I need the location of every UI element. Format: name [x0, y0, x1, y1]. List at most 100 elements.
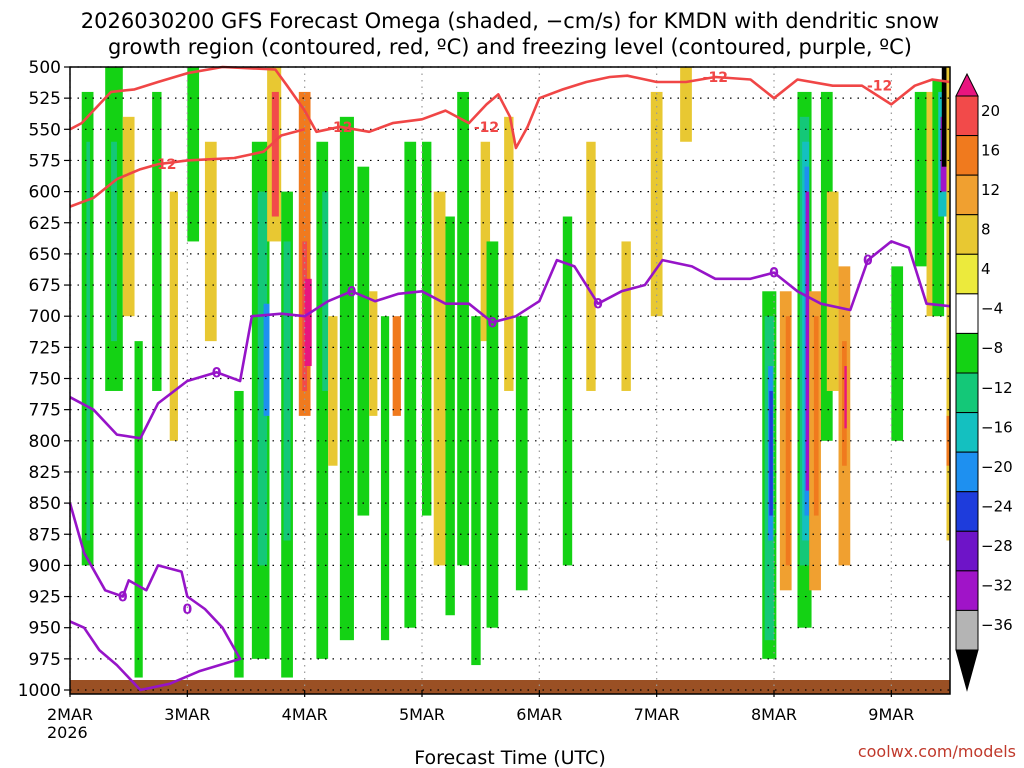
y-tick-label: 750	[29, 370, 61, 390]
colorbar: 20 16 12 8 4 −4 −8 −12 −16 −20 −24 −28 −32 −36	[955, 72, 1013, 692]
contour-line	[69, 128, 306, 208]
y-tick-label: 800	[29, 432, 61, 452]
contour-label: 0	[488, 315, 498, 331]
omega-band	[316, 141, 329, 659]
x-tick-label: 2MAR	[47, 705, 93, 724]
omega-band	[339, 116, 354, 641]
contour-label: -12	[327, 120, 352, 136]
omega-band	[111, 141, 117, 342]
omega-shading	[81, 67, 950, 678]
omega-band	[204, 141, 217, 342]
omega-band	[283, 241, 291, 541]
omega-band	[328, 316, 338, 466]
omega-band	[826, 191, 839, 391]
x-tick-label: 5MAR	[399, 705, 445, 724]
chart-subtitle: growth region (contoured, red, ºC) and f…	[108, 35, 912, 59]
colorbar-label: −4	[981, 300, 1003, 318]
omega-band	[380, 316, 390, 641]
colorbar-swatch	[955, 293, 979, 334]
omega-band	[152, 91, 162, 391]
plot-frame	[69, 66, 951, 695]
colorbar-swatch	[955, 491, 979, 532]
omega-band	[122, 116, 135, 317]
y-tick-label: 775	[29, 401, 61, 421]
colorbar-label: −28	[981, 537, 1013, 555]
omega-band	[257, 191, 268, 566]
colorbar-label: 12	[981, 181, 1000, 199]
contour-label: -12	[151, 157, 176, 173]
y-tick-label: 500	[29, 58, 61, 78]
omega-band	[891, 266, 904, 441]
colorbar-swatch	[955, 174, 979, 216]
omega-band	[813, 316, 819, 516]
ground-strip	[70, 680, 950, 694]
colorbar-swatch	[955, 372, 979, 414]
omega-band	[445, 216, 455, 616]
contour-label: 0	[769, 266, 779, 282]
contour-label: -12	[474, 120, 499, 136]
x-tick-label: 4MAR	[282, 705, 328, 724]
colorbar-label: −20	[981, 458, 1013, 476]
omega-band	[779, 291, 792, 591]
colorbar-label: 8	[981, 221, 991, 239]
contour-line	[68, 502, 242, 692]
omega-band	[471, 316, 481, 666]
colorbar-swatch	[955, 135, 979, 176]
omega-band	[357, 166, 370, 516]
y-tick-label: 850	[29, 494, 61, 514]
y-tick-label: 575	[29, 151, 61, 171]
omega-band	[433, 191, 446, 566]
x-tick-label: 6MAR	[516, 705, 562, 724]
omega-band	[404, 141, 417, 628]
y-tick-label: 1000	[18, 681, 61, 701]
omega-band	[515, 316, 528, 591]
omega-band	[680, 67, 692, 142]
colorbar-swatch	[955, 451, 979, 493]
contours: -12 -12 -12 -12 -12 0 0 0 0 0 0 0 0	[68, 65, 951, 692]
contour-label: 0	[593, 297, 603, 313]
omega-band	[86, 141, 90, 541]
omega-band	[422, 141, 432, 516]
x-tick-label: 7MAR	[634, 705, 680, 724]
omega-band	[562, 216, 573, 566]
colorbar-label: −36	[981, 616, 1013, 634]
contour-label: 0	[347, 284, 357, 300]
colorbar-label: 16	[981, 141, 1000, 159]
x-axis: 2MAR 3MAR 4MAR 5MAR 6MAR 7MAR 8MAR 9MAR	[47, 690, 914, 724]
x-tick-label: 8MAR	[751, 705, 797, 724]
omega-band	[486, 241, 499, 628]
colorbar-label: −16	[981, 418, 1013, 436]
omega-band	[169, 191, 178, 441]
omega-band	[914, 91, 927, 267]
omega-band	[263, 303, 270, 416]
y-tick-label: 625	[29, 214, 61, 234]
colorbar-label: 20	[981, 102, 1000, 120]
omega-band	[322, 191, 329, 391]
colorbar-arrow-top	[955, 72, 979, 97]
omega-band	[480, 141, 491, 342]
credit-label: coolwx.com/models	[858, 742, 1016, 761]
omega-band	[234, 390, 244, 678]
contour-label: -12	[703, 70, 728, 86]
y-tick-label: 900	[29, 556, 61, 576]
omega-band	[304, 278, 312, 367]
contour-label: 0	[212, 365, 222, 381]
y-tick-label: 975	[29, 650, 61, 670]
colorbar-swatch	[955, 412, 979, 453]
omega-band	[946, 67, 950, 541]
colorbar-swatch	[955, 570, 979, 611]
colorbar-swatch	[955, 214, 979, 255]
colorbar-label: −24	[981, 498, 1013, 516]
y-tick-label: 700	[29, 307, 61, 327]
colorbar-arrow-bottom	[955, 649, 979, 692]
colorbar-label: −12	[981, 379, 1013, 397]
x-tick-label: 9MAR	[868, 705, 914, 724]
colorbar-swatch	[955, 253, 979, 295]
colorbar-label: 4	[981, 260, 991, 278]
y-tick-label: 600	[29, 183, 61, 203]
contour-label: 0	[863, 253, 873, 269]
omega-band	[805, 191, 810, 491]
omega-band	[586, 141, 596, 391]
y-tick-label: 875	[29, 525, 61, 545]
